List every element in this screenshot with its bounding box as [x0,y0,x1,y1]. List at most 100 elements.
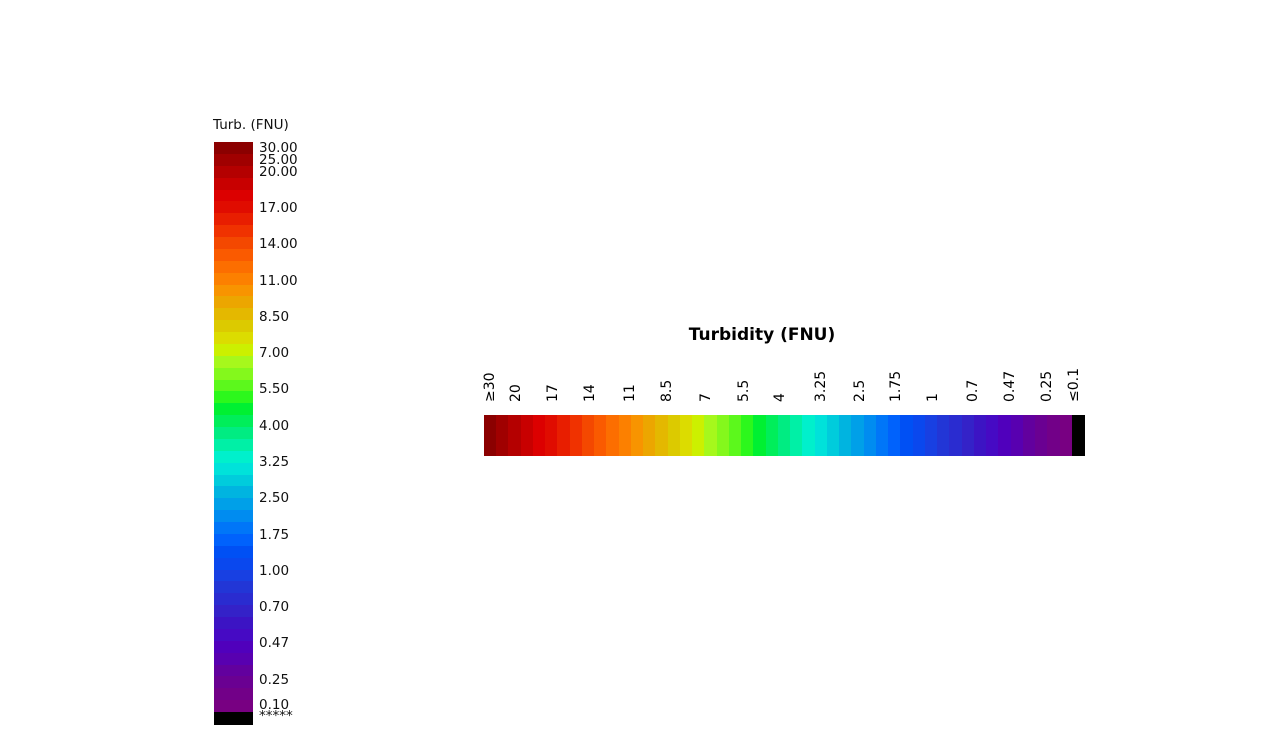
horizontal-tick-label: 17 [544,360,564,402]
horizontal-tick-label-text: 7 [698,393,714,402]
horizontal-color-swatch [741,415,754,456]
vertical-color-swatch [214,557,253,571]
horizontal-tick-label-text: 11 [622,384,638,402]
horizontal-color-swatch [912,415,926,456]
vertical-color-swatch [214,343,253,357]
vertical-color-swatch [214,640,253,654]
horizontal-tick-label-text: 1.75 [888,370,904,402]
vertical-color-swatch [214,605,253,618]
vertical-color-swatch [214,545,253,559]
vertical-tick-label: 1.75 [259,527,290,543]
vertical-color-swatch [214,379,253,393]
vertical-colorbar [214,142,253,725]
vertical-tick-label: 2.50 [259,490,290,506]
horizontal-color-swatch [496,415,510,456]
horizontal-color-swatch [937,415,950,456]
horizontal-tick-label: 14 [581,360,601,402]
horizontal-color-swatch [1047,415,1061,456]
vertical-tick-label: 0.25 [259,672,290,688]
horizontal-color-swatch [630,415,644,456]
horizontal-color-swatch [1071,415,1085,456]
vertical-tick-label: 30.00 [259,140,298,156]
horizontal-color-swatch [839,415,852,456]
vertical-color-swatch [214,688,253,701]
horizontal-tick-label: 20 [507,360,527,402]
horizontal-color-swatch [716,415,730,456]
horizontal-color-swatch [692,415,705,456]
vertical-tick-label: 5.50 [259,381,290,397]
horizontal-color-swatch [581,415,595,456]
horizontal-tick-label-text: 17 [545,384,561,402]
horizontal-tick-label: 5.5 [735,360,755,402]
vertical-tick-label: 0.10 [259,697,290,713]
vertical-color-swatch [214,533,253,547]
horizontal-tick-label-text: 2.5 [852,379,868,402]
horizontal-tick-label: 0.7 [964,360,984,402]
horizontal-tick-label-text: ≤0.1 [1066,368,1082,402]
vertical-tick-label: ***** [259,708,293,724]
vertical-color-swatch [214,308,253,321]
horizontal-color-swatch [667,415,681,456]
horizontal-color-swatch [532,415,546,456]
vertical-tick-label: 4.00 [259,418,290,434]
horizontal-tick-label-text: 8.5 [659,379,675,402]
horizontal-color-swatch [924,415,938,456]
horizontal-color-swatch [643,415,657,456]
horizontal-tick-label-text: 3.25 [813,370,829,402]
horizontal-color-swatch [704,415,718,456]
vertical-color-swatch [214,165,253,179]
horizontal-color-swatch [655,415,669,456]
vertical-color-swatch [214,617,253,630]
horizontal-color-swatch [863,415,877,456]
vertical-colorbar-labels: 30.00 25.00 20.00 17.00 14.00 11.00 8.50 7.00 5.… [259,140,329,724]
horizontal-tick-label: ≥30 [481,360,501,402]
vertical-color-swatch [214,332,253,345]
horizontal-color-swatch [545,415,559,456]
horizontal-color-swatch [814,415,828,456]
horizontal-tick-label: 1.75 [887,360,907,402]
horizontal-tick-label-text: 20 [508,384,524,402]
vertical-color-swatch [214,415,253,428]
horizontal-color-swatch [1022,415,1036,456]
vertical-tick-label: 0.47 [259,635,290,651]
vertical-color-swatch [214,664,253,678]
horizontal-tick-label: ≤0.1 [1065,360,1085,402]
vertical-color-swatch [214,225,253,238]
vertical-color-swatch [214,450,253,464]
vertical-color-swatch [214,700,253,713]
horizontal-tick-label: 0.47 [1001,360,1021,402]
horizontal-color-swatch [777,415,791,456]
horizontal-color-swatch [618,415,632,456]
horizontal-color-swatch [790,415,803,456]
vertical-tick-label: 8.50 [259,309,290,325]
vertical-color-swatch [214,391,253,404]
horizontal-color-swatch [949,415,963,456]
horizontal-color-swatch [1010,415,1024,456]
horizontal-tick-label: 8.5 [658,360,678,402]
horizontal-tick-label-text: 0.7 [965,379,981,402]
horizontal-colorbar-labels: ≥30 20 17 14 11 8.5 7 5.5 4 3.25 2.5 1.75 1 0.7 0.47 0.… [481,360,1085,402]
vertical-tick-label: 7.00 [259,345,290,361]
vertical-color-swatch [214,522,253,535]
horizontal-color-swatch [606,415,620,456]
horizontal-tick-label: 1 [924,360,944,402]
horizontal-legend-title: Turbidity (FNU) [688,325,836,345]
vertical-color-swatch [214,676,253,689]
horizontal-color-swatch [765,415,779,456]
vertical-color-swatch [214,296,253,309]
vertical-color-swatch [214,427,253,440]
horizontal-color-swatch [569,415,583,456]
horizontal-tick-label-text: 0.25 [1039,370,1055,402]
horizontal-color-swatch [888,415,901,456]
horizontal-tick-label-text: 14 [582,384,598,402]
horizontal-color-swatch [973,415,987,456]
vertical-color-swatch [214,355,253,369]
vertical-color-swatch [214,213,253,226]
horizontal-tick-label: 4 [771,360,791,402]
vertical-color-swatch [214,153,253,167]
vertical-color-swatch [214,367,253,381]
horizontal-color-swatch [802,415,816,456]
horizontal-color-swatch [484,415,497,456]
vertical-color-swatch [214,462,253,476]
vertical-tick-label: 20.00 [259,164,298,180]
